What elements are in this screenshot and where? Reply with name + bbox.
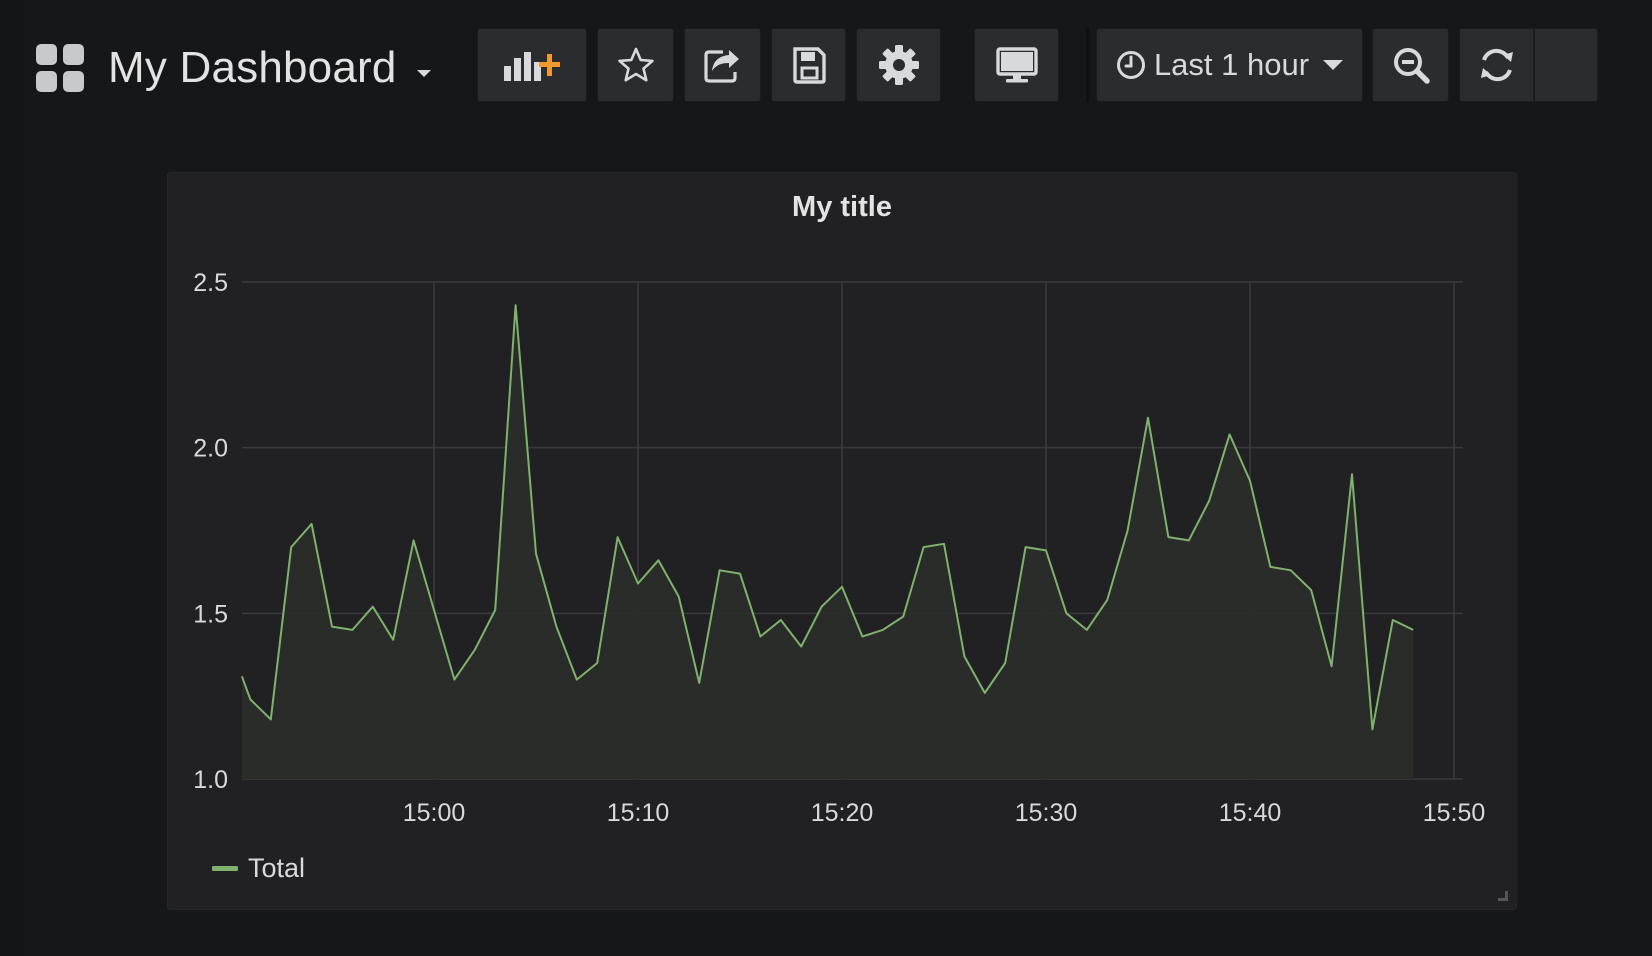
graph-chart: 1.0 1.5 2.0 2.5 15:00 15:10 15:20 15:30 15:40 15:… [193, 269, 1486, 827]
series-area-fill [241, 305, 1414, 779]
add-panel-button[interactable] [477, 28, 587, 102]
x-tick-label: 15:00 [403, 799, 466, 827]
dashboard-picker[interactable]: My Dashboard [36, 40, 431, 96]
zoom-out-button[interactable] [1372, 28, 1449, 102]
time-range-picker[interactable]: Last 1 hour [1096, 28, 1363, 102]
x-tick-label: 15:20 [811, 799, 874, 827]
y-tick-label: 1.5 [193, 600, 228, 628]
star-icon [617, 47, 654, 82]
clock-icon [1116, 51, 1145, 79]
series-line [240, 304, 1414, 731]
legend-label-total[interactable]: Total [248, 853, 306, 883]
x-tick-label: 15:10 [607, 799, 670, 827]
add-panel-icon [504, 52, 560, 81]
graph-panel: My title 1.0 1.5 2.0 2.5 15:00 15:10 15:20 15:3… [167, 172, 1517, 910]
toolbar-divider [1086, 28, 1089, 102]
share-icon [703, 50, 739, 83]
dashboard-settings-button[interactable] [856, 28, 941, 102]
x-tick-label: 15:50 [1423, 799, 1486, 827]
y-tick-label: 1.0 [193, 766, 228, 794]
save-dashboard-button[interactable] [771, 28, 846, 102]
top-navbar: My Dashboard [0, 0, 1652, 130]
dashboard-title: My Dashboard [108, 43, 397, 92]
legend: Total [212, 853, 305, 884]
dashboard-grid-icon [36, 44, 84, 92]
sidebar-strip [0, 0, 24, 956]
x-tick-label: 15:30 [1015, 799, 1078, 827]
share-dashboard-button[interactable] [684, 28, 761, 102]
zoom-out-icon [1393, 48, 1430, 84]
legend-swatch [212, 866, 238, 871]
save-icon [792, 47, 826, 84]
y-tick-label: 2.0 [193, 435, 228, 463]
monitor-icon [995, 47, 1038, 83]
refresh-icon [1480, 48, 1513, 82]
refresh-button[interactable] [1459, 28, 1534, 102]
y-tick-label: 2.5 [193, 269, 228, 297]
star-dashboard-button[interactable] [597, 28, 674, 102]
panel-title[interactable]: My title [792, 191, 892, 223]
gear-icon [878, 45, 919, 85]
panel-resize-handle[interactable] [1498, 891, 1508, 901]
chevron-down-icon [1323, 60, 1344, 70]
time-range-label: Last 1 hour [1153, 47, 1310, 82]
x-tick-label: 15:40 [1219, 799, 1282, 827]
chevron-down-icon [416, 69, 431, 77]
refresh-interval-dropdown[interactable] [1534, 28, 1598, 102]
view-mode-button[interactable] [974, 28, 1059, 102]
